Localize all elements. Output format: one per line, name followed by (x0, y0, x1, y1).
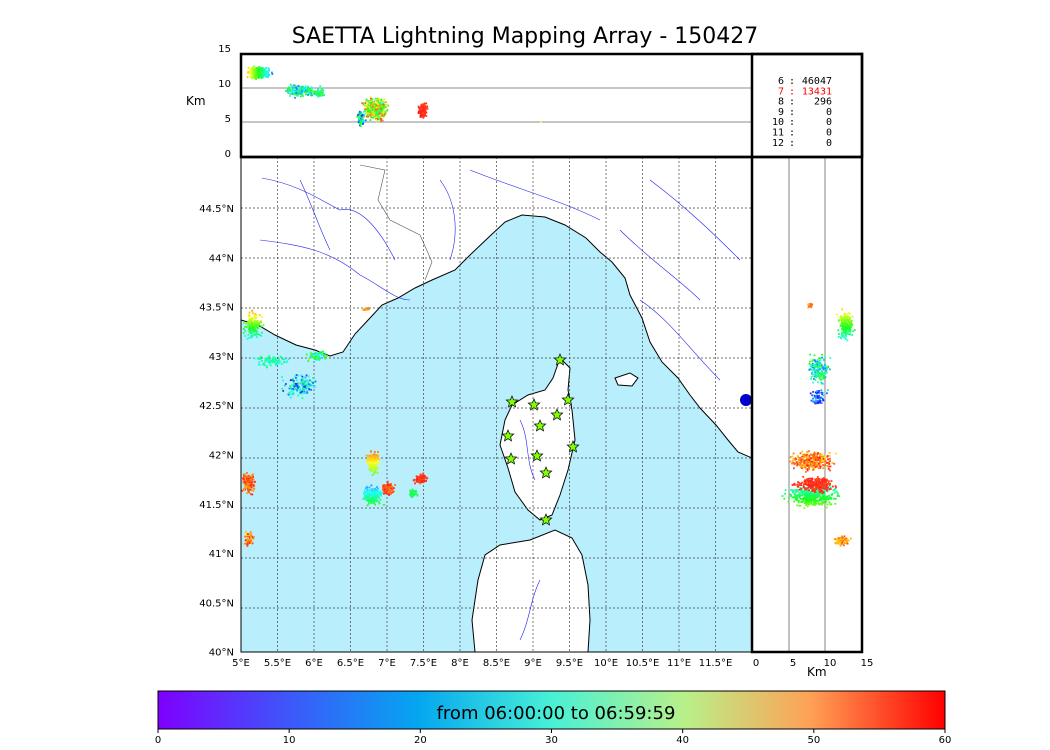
altitude-tick: 15 (861, 658, 874, 669)
colorbar-tick: 30 (545, 735, 558, 746)
star-icon (539, 513, 553, 526)
count-hour: 10 (772, 117, 784, 128)
latitude-tick-labels: 44.5°N 44°N 43.5°N 43°N 42.5°N 42°N 41.5°N 41°N… (199, 204, 234, 659)
colorbar-label: from 06:00:00 to 06:59:59 (437, 703, 676, 724)
latitude-tick: 44°N (209, 253, 234, 264)
side-panel-xticks: 0 5 10 15 (753, 658, 874, 669)
longitude-tick-labels: 5°E 5.5°E 6°E 6.5°E 7°E 7.5°E 8°E 8.5°E 9°E 9.5°E… (232, 658, 732, 669)
longitude-tick: 6.5°E (337, 658, 364, 669)
count-hour: 6 (778, 76, 784, 87)
star-icon (539, 466, 553, 479)
latitude-tick: 44.5°N (199, 204, 234, 215)
count-hour: 9 (778, 107, 784, 118)
elba-island (614, 372, 639, 387)
count-value: 296 (814, 97, 832, 108)
count-hour: 11 (772, 128, 784, 139)
corsica-island (499, 357, 576, 521)
map-gridlines (241, 157, 752, 652)
latitude-tick: 41.5°N (199, 500, 234, 511)
top-panel-ylabel: Km (186, 94, 206, 108)
altitude-tick: 5 (790, 658, 796, 669)
latitude-tick: 43°N (209, 352, 234, 363)
star-icon (533, 419, 547, 432)
star-icon (505, 395, 519, 408)
station-markers (501, 353, 752, 526)
longitude-tick: 8.5°E (483, 658, 510, 669)
longitude-tick: 11.5°E (699, 658, 733, 669)
count-value: 0 (826, 117, 832, 128)
count-separator: : (789, 86, 795, 97)
map-panel (241, 157, 752, 652)
latitude-tick: 41°N (209, 549, 234, 560)
colorbar-ticks: 0 10 20 30 40 50 60 (155, 729, 952, 746)
sardinia-island (471, 529, 591, 652)
longitude-tick: 5.5°E (264, 658, 291, 669)
latitude-tick: 40.5°N (199, 598, 234, 609)
counts-panel (752, 54, 862, 157)
count-hour: 8 (778, 97, 784, 108)
altitude-tick: 5 (225, 114, 231, 125)
longitude-tick: 10.5°E (626, 658, 660, 669)
altitude-tick: 10 (218, 79, 231, 90)
star-icon (553, 353, 567, 366)
count-separator: : (789, 107, 795, 118)
count-separator: : (789, 128, 795, 139)
longitude-tick: 9.5°E (556, 658, 583, 669)
colorbar-tick: 10 (283, 735, 296, 746)
count-value: 0 (826, 107, 832, 118)
colorbar-tick: 20 (414, 735, 427, 746)
count-hour: 7 (778, 86, 784, 97)
count-value: 13431 (802, 86, 832, 97)
colorbar-tick: 50 (807, 735, 820, 746)
lightning-sources-plan (241, 307, 429, 547)
star-icon (504, 452, 518, 465)
count-separator: : (789, 76, 795, 87)
count-value: 0 (826, 138, 832, 149)
top-panel-yticks: 15 10 5 0 (218, 44, 231, 160)
latitude-tick: 43.5°N (199, 303, 234, 314)
altitude-tick: 15 (218, 44, 231, 55)
count-separator: : (789, 138, 795, 149)
longitude-tick: 7°E (378, 658, 396, 669)
longitude-tick: 5°E (232, 658, 250, 669)
chart-title: SAETTA Lightning Mapping Array - 150427 (291, 24, 759, 49)
altitude-latitude-panel (752, 157, 862, 652)
rivers (259, 164, 741, 641)
star-icon (550, 408, 564, 421)
count-hour: 12 (772, 138, 784, 149)
star-icon (527, 398, 541, 411)
longitude-tick: 11°E (667, 658, 691, 669)
lightning-sources-alt-lat (781, 302, 856, 547)
lightning-sources-lon-alt (246, 65, 542, 127)
colorbar-tick: 40 (676, 735, 689, 746)
count-separator: : (789, 97, 795, 108)
colorbar-tick: 60 (939, 735, 952, 746)
mainland-land (241, 157, 752, 459)
longitude-tick: 8°E (451, 658, 469, 669)
longitude-tick: 10°E (594, 658, 618, 669)
altitude-tick: 0 (225, 149, 231, 160)
longitude-tick: 9°E (524, 658, 542, 669)
star-icon (530, 449, 544, 462)
star-icon (566, 440, 580, 453)
altitude-tick: 0 (753, 658, 759, 669)
side-panel-xlabel: Km (807, 665, 827, 679)
colorbar (157, 690, 946, 730)
count-separator: : (789, 117, 795, 128)
altitude-longitude-panel (241, 54, 752, 157)
altitude-tick: 10 (824, 658, 837, 669)
latitude-tick: 42°N (209, 451, 234, 462)
latitude-tick: 42.5°N (199, 401, 234, 412)
colorbar-tick: 0 (155, 735, 161, 746)
count-value: 0 (826, 128, 832, 139)
star-icon (561, 393, 575, 406)
star-icon (501, 429, 515, 442)
longitude-tick: 7.5°E (410, 658, 437, 669)
count-value: 46047 (802, 76, 832, 87)
longitude-tick: 6°E (305, 658, 323, 669)
latitude-tick: 40°N (209, 648, 234, 659)
